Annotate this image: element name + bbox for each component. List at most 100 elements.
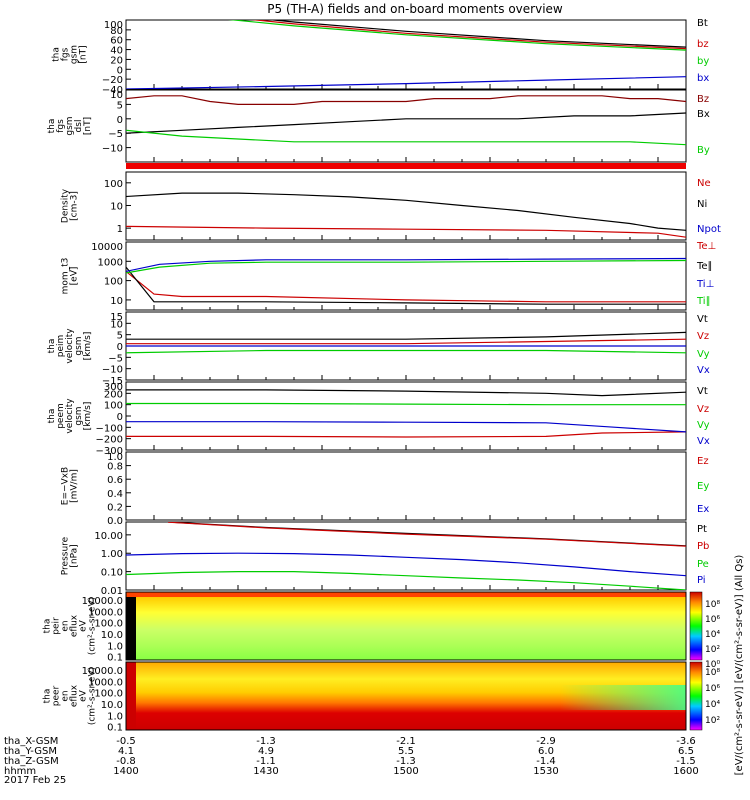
- y-tick-label: 60: [110, 36, 123, 47]
- colorbar-tick-ions: 10⁴: [705, 630, 720, 640]
- footer-value: -1.5: [676, 756, 696, 767]
- footer-value: 4.1: [118, 746, 134, 757]
- colorbar-electrons: [689, 661, 703, 731]
- y-axis-label: dsl: [74, 120, 84, 133]
- y-tick-label: 1.0: [107, 711, 123, 722]
- series-line-vx: [126, 421, 686, 433]
- y-tick-label: 0: [117, 115, 123, 126]
- y-tick-label: −10: [102, 144, 123, 155]
- y-axis-label: tha: [47, 409, 57, 424]
- y-tick-label: 100.0: [94, 689, 123, 700]
- panel-4: 10000 1000 100 10 mom_t3 [eV] Te⊥ Te∥ Ti⊥ Ti∥: [61, 241, 716, 311]
- y-tick-label: 1000: [98, 257, 123, 268]
- quality-flag-bar: [126, 163, 686, 169]
- series-line-vt: [126, 331, 686, 340]
- legend-ey: Ey: [697, 481, 709, 492]
- panel-frame: [125, 381, 687, 451]
- y-tick-label: 0.01: [101, 586, 123, 597]
- y-axis-label: eV: [79, 689, 89, 702]
- ion-spectrogram: [126, 592, 686, 660]
- legend-bt: Bt: [697, 18, 708, 29]
- y-tick-label: 1.00: [101, 549, 123, 560]
- y-tick-label: 0.1: [107, 723, 123, 734]
- series-line-bx: [126, 112, 686, 134]
- colorbar-tick-electrons: 10⁸: [705, 668, 720, 678]
- y-tick-label: 0: [117, 412, 123, 423]
- y-tick-label: 200: [104, 389, 123, 400]
- series-line-by: [126, 129, 686, 146]
- y-tick-label: 80: [110, 26, 123, 37]
- y-axis-label: tha: [43, 689, 53, 704]
- colorbar-tick-ions: 10⁰: [705, 660, 720, 670]
- legend-vy: Vy: [697, 420, 710, 431]
- legend-ez: Ez: [697, 456, 709, 467]
- y-axis-label: tha: [52, 47, 62, 62]
- footer-value: 5.5: [398, 746, 414, 757]
- y-axis-label: gsm: [74, 406, 84, 425]
- series-line-ti∥: [126, 259, 686, 274]
- footer-value: 1530: [533, 766, 558, 777]
- panel-8: 10.00 1.00 0.10 0.01 Pressure [nPa] Pt Pb Pe Pi: [61, 521, 709, 597]
- y-axis-label: [nT]: [83, 117, 93, 135]
- y-tick-label: 100: [104, 20, 123, 31]
- y-tick-label: 0.8: [107, 462, 123, 473]
- y-axis-label: tha: [47, 339, 57, 354]
- footer-value: 6.5: [678, 746, 694, 757]
- y-axis-label: eflux: [70, 614, 80, 637]
- series-line-pe: [126, 570, 686, 590]
- y-axis-label: gsm: [65, 116, 75, 135]
- panel-frame: [125, 591, 687, 661]
- legend-ne: Ne: [697, 178, 711, 189]
- footer-value: -2.9: [536, 736, 556, 747]
- footer-value: -1.3: [256, 736, 276, 747]
- y-axis-label: velocity: [65, 398, 75, 434]
- y-tick-label: 100: [104, 277, 123, 288]
- legend-vt: Vt: [697, 386, 708, 397]
- y-axis-label: fgs: [61, 47, 71, 61]
- series-line-bz: [126, 95, 686, 106]
- legend-vz: Vz: [697, 404, 709, 415]
- y-axis-label: (cm²-s-sr-eV): [88, 667, 98, 725]
- y-tick-label: −5: [108, 129, 123, 140]
- colorbar-tick-ions: 10⁶: [705, 615, 720, 625]
- legend-te∥: Te∥: [696, 261, 713, 272]
- colorbar-tick-electrons: 10²: [705, 716, 720, 726]
- y-axis-label: en: [61, 620, 71, 631]
- legend-pt: Pt: [697, 524, 707, 535]
- colorbar-tick-ions: 10²: [705, 645, 720, 655]
- y-tick-label: −10: [102, 365, 123, 376]
- y-tick-label: 10000: [91, 242, 123, 253]
- y-tick-label: −20: [102, 75, 123, 86]
- colorbar-tick-electrons: 10⁶: [705, 684, 720, 694]
- footer-value: -1.1: [256, 756, 276, 767]
- y-tick-label: −100: [96, 423, 123, 434]
- colorbar-ions: [689, 591, 703, 661]
- footer-value: -2.1: [396, 736, 416, 747]
- y-tick-label: 10000.0: [82, 596, 123, 607]
- y-tick-label: 100: [104, 401, 123, 412]
- series-line-bx: [126, 76, 686, 89]
- series-line-bt: [267, 20, 686, 48]
- y-tick-label: −200: [96, 435, 123, 446]
- series-line-pb: [167, 522, 686, 547]
- ephemeris-footer: tha_X-GSM -0.5 -1.3 -2.1 -2.9 -3.6 tha_Y-GSM 4.…: [4, 736, 699, 777]
- series-line-vt: [126, 389, 686, 397]
- y-tick-label: 40: [110, 46, 123, 57]
- panel-frame: [125, 89, 687, 163]
- y-axis-label: [mV/m]: [70, 469, 80, 503]
- series-line-vz: [126, 338, 686, 345]
- footer-value: -3.6: [676, 736, 696, 747]
- y-axis-label: peem: [56, 403, 66, 429]
- y-axis-label: [nT]: [79, 45, 89, 63]
- legend-ti⊥: Ti⊥: [696, 279, 714, 290]
- legend-ni: Ni: [697, 199, 707, 210]
- y-axis-label: [cm-3]: [70, 191, 80, 221]
- y-tick-label: 1.0: [107, 641, 123, 652]
- colorbar-tick-ions: 10⁸: [705, 600, 720, 610]
- panel-frame: [125, 451, 687, 521]
- series-line-te⊥: [126, 270, 686, 303]
- y-tick-label: 10: [110, 296, 123, 307]
